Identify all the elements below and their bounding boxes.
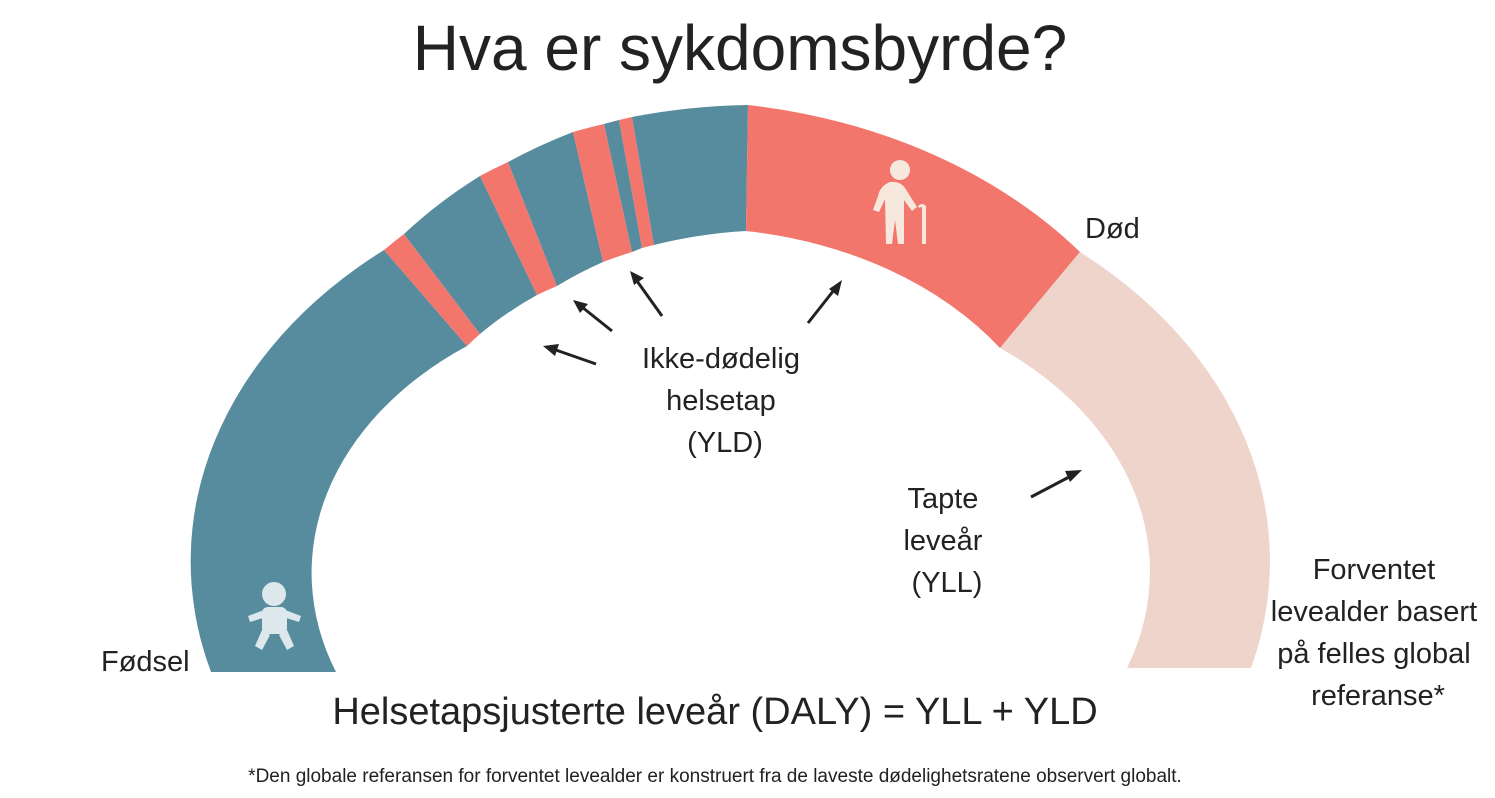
arc-yld-end-segment xyxy=(746,105,1080,348)
yll-label-line: Tapte xyxy=(907,483,978,515)
daly-formula: Helsetapsjusterte leveår (DALY) = YLL + … xyxy=(332,691,1097,733)
elderly-person-with-cane-icon xyxy=(873,160,926,244)
arrowhead xyxy=(573,300,588,313)
arc-yld-segment xyxy=(480,162,557,295)
arc-yld-segment xyxy=(573,124,632,262)
arc-healthy-segment xyxy=(508,132,603,286)
arc-healthy-segment xyxy=(604,120,642,252)
yld-arrows xyxy=(543,271,842,366)
arc-yll-reference-segment xyxy=(1000,252,1270,668)
arrowhead xyxy=(630,271,644,285)
yll-label-line: leveår xyxy=(903,525,982,557)
arrow xyxy=(1030,474,1072,499)
yld-label: Ikke-dødelig helsetap (YLD) xyxy=(642,343,808,459)
arrowhead xyxy=(829,280,842,296)
yld-label-line: Ikke-dødelig xyxy=(642,343,800,375)
arc-yld-segment xyxy=(384,234,480,346)
reference-label-line: referanse* xyxy=(1311,680,1445,712)
yld-label-line: helsetap xyxy=(666,385,776,417)
arc-healthy-segment xyxy=(190,250,467,672)
birth-label: Fødsel xyxy=(101,646,190,678)
arrowhead xyxy=(543,344,559,356)
yll-arrow xyxy=(1030,470,1082,499)
arrow xyxy=(635,280,664,317)
arc-healthy-segment xyxy=(404,176,537,334)
reference-label-line: Forventet xyxy=(1313,554,1436,586)
arrowhead xyxy=(1065,470,1082,482)
footnote: *Den globale referansen for forventet le… xyxy=(248,766,1182,787)
baby-icon xyxy=(248,582,301,650)
arc-yld-segment xyxy=(619,117,654,248)
death-label: Død xyxy=(1085,213,1140,245)
yll-label: Tapte leveår (YLL) xyxy=(903,483,990,599)
life-arc xyxy=(190,105,1270,672)
diagram-title: Hva er sykdomsbyrde? xyxy=(413,12,1067,84)
reference-label-line: levealder basert xyxy=(1271,596,1477,628)
yll-label-line: (YLL) xyxy=(912,567,983,599)
arrow xyxy=(806,289,836,324)
arrow xyxy=(581,305,613,333)
arc-healthy-segment xyxy=(632,105,748,245)
yld-label-line: (YLD) xyxy=(687,427,763,459)
reference-label: Forventet levealder basert på felles glo… xyxy=(1271,554,1485,712)
arrow xyxy=(552,347,597,366)
reference-label-line: på felles global xyxy=(1277,638,1470,670)
